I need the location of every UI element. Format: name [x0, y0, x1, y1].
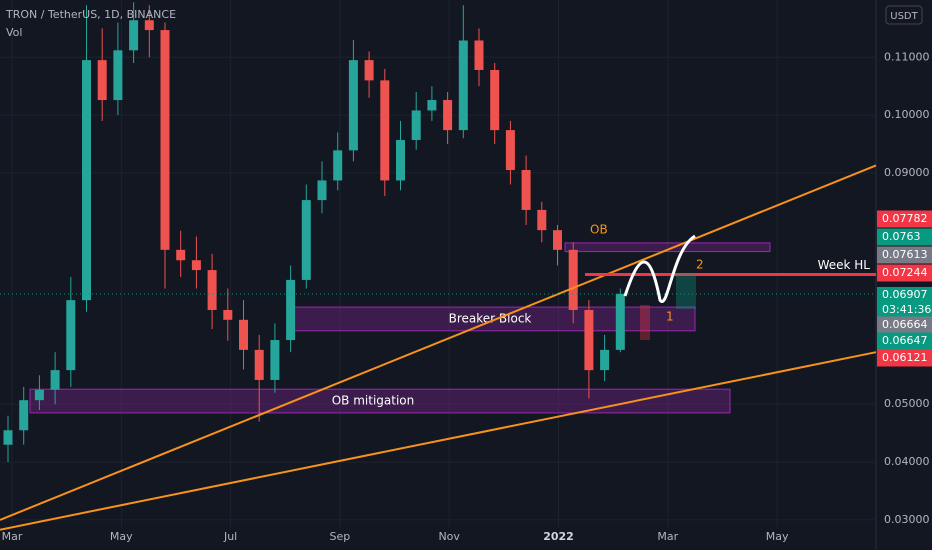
candle-body [553, 230, 562, 250]
price-label: 0.06121 [882, 351, 928, 364]
price-label-box [877, 349, 932, 367]
candle-body [411, 110, 421, 140]
price-label-box [877, 332, 932, 350]
projection [676, 273, 696, 309]
candle-body [396, 139, 405, 181]
candle-body [129, 20, 139, 51]
price-label-box [877, 264, 932, 282]
candle-body [160, 30, 170, 250]
trendline [0, 164, 877, 521]
candle-body [19, 400, 29, 431]
zone [29, 388, 731, 414]
candle-body [223, 309, 233, 320]
x-tick-label: Jul [223, 530, 237, 543]
candle-body [568, 249, 578, 310]
candle-body [3, 430, 13, 445]
y-tick-label: 0.04000 [884, 455, 930, 468]
price-label: 0.07782 [882, 212, 928, 225]
x-tick-label: May [110, 530, 133, 543]
x-tick-label: May [766, 530, 789, 543]
price-label: 0.06647 [882, 334, 928, 347]
candle-body [364, 60, 374, 81]
volume-label: Vol [6, 26, 22, 39]
y-tick-label: 0.11000 [884, 50, 930, 63]
y-tick-label: 0.10000 [884, 108, 930, 121]
currency-box[interactable] [885, 5, 923, 25]
candle-body [191, 260, 201, 271]
level-label: Week HL [818, 258, 871, 272]
zone-label: OB mitigation [332, 394, 415, 408]
x-tick-label: Nov [438, 530, 460, 543]
candle-body [521, 170, 531, 210]
currency[interactable]: USDT [890, 11, 918, 22]
candle-body [348, 60, 358, 151]
countdown: 03:41:36 [882, 303, 931, 316]
price-label-box [877, 246, 932, 264]
candle-body [66, 300, 76, 371]
price-label: 0.07613 [882, 248, 928, 261]
y-tick-label: 0.09000 [884, 166, 930, 179]
price-label-box [877, 287, 932, 317]
candle-body [34, 389, 44, 401]
candle-body [615, 293, 625, 350]
zone-label: OB [590, 222, 608, 236]
price-label-box [877, 210, 932, 228]
price-label: 0.06664 [882, 318, 928, 331]
candle-body [584, 309, 594, 371]
price-label-box [877, 228, 932, 246]
wave-label: 2 [696, 258, 704, 272]
candle-body [176, 249, 186, 261]
candle-body [301, 200, 311, 280]
x-tick-label: 2022 [543, 530, 574, 543]
candle-body [254, 349, 264, 380]
candle-body [270, 340, 280, 380]
chart-title: TRON / TetherUS, 1D, BINANCE [5, 8, 176, 21]
candle-body [427, 100, 437, 111]
candle-body [474, 40, 484, 70]
candle-body [113, 50, 123, 101]
price-label: 0.07244 [882, 266, 928, 279]
candle-body [82, 60, 91, 301]
candle-body [600, 349, 610, 371]
candle-body [286, 279, 296, 341]
x-tick-label: Sep [330, 530, 351, 543]
y-tick-label: 0.03000 [884, 513, 930, 526]
x-tick-label: Mar [2, 530, 23, 543]
candle-body [207, 270, 217, 310]
candle-body [317, 180, 327, 201]
candle-body [97, 60, 107, 101]
candle-body [505, 130, 515, 171]
candle-body [144, 20, 154, 31]
candle-body [50, 370, 60, 390]
candle-body [333, 150, 343, 181]
price-label: 0.06907 [882, 288, 928, 301]
wave-label: 1 [666, 310, 674, 324]
candle-body [537, 209, 547, 231]
candle-body [380, 80, 390, 181]
projection [640, 305, 650, 340]
candle-body [490, 69, 500, 131]
candle-body [458, 40, 468, 131]
price-label-box [877, 316, 932, 334]
candle-body [239, 319, 248, 350]
candle-body [443, 100, 453, 131]
y-tick-label: 0.05000 [884, 397, 930, 410]
zone [564, 242, 771, 253]
zone-label: Breaker Block [449, 311, 532, 325]
x-tick-label: Mar [657, 530, 678, 543]
projection-path [623, 234, 696, 304]
trendline [0, 351, 877, 531]
price-label: 0.0763 [882, 230, 921, 243]
